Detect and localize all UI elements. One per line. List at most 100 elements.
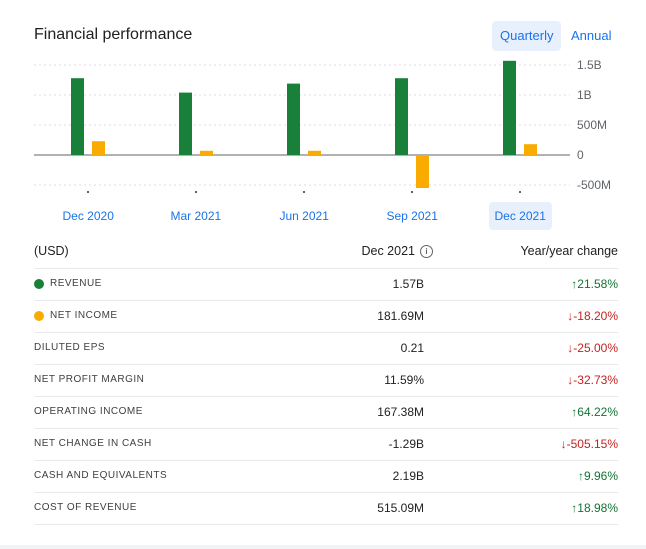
yoy-change: ↓-505.15% <box>561 428 618 460</box>
table-row: CASH AND EQUIVALENTS 2.19B ↑9.96% <box>34 460 618 492</box>
arrow-up-icon: ↑ <box>571 501 578 515</box>
change-value: 9.96% <box>583 469 618 483</box>
x-tick-mark <box>87 191 89 193</box>
metric-label: OPERATING INCOME <box>34 406 143 417</box>
x-tick-mark <box>411 191 413 193</box>
change-value: -505.15% <box>566 437 618 451</box>
metric-value: 1.57B <box>392 277 424 291</box>
tab-quarterly[interactable]: Quarterly <box>492 21 562 51</box>
metric-name: CASH AND EQUIVALENTS <box>34 460 167 492</box>
row-divider <box>34 396 618 397</box>
y-tick-label: 1B <box>577 88 592 102</box>
row-divider <box>34 492 618 493</box>
card-title: Financial performance <box>34 26 193 43</box>
change-value: -25.00% <box>573 341 618 355</box>
change-value: 21.58% <box>577 277 618 291</box>
table-header: (USD) Dec 2021 i Year/year change <box>34 240 618 266</box>
metric-label: DILUTED EPS <box>34 342 106 353</box>
metric-label: NET INCOME <box>50 310 118 321</box>
metric-value: 181.69M <box>377 309 424 323</box>
row-divider <box>34 460 618 461</box>
metric-name: REVENUE <box>34 268 102 300</box>
table-row: REVENUE 1.57B ↑21.58% <box>34 268 618 300</box>
quarter-label[interactable]: Dec 2020 <box>62 209 114 223</box>
metric-name: NET PROFIT MARGIN <box>34 364 144 396</box>
yoy-change: ↑21.58% <box>571 268 618 300</box>
metric-name: NET INCOME <box>34 300 118 332</box>
metric-label: REVENUE <box>50 278 102 289</box>
revenue-bar-2[interactable] <box>179 92 192 155</box>
bottom-divider <box>0 545 646 549</box>
arrow-up-icon: ↑ <box>577 469 584 483</box>
yoy-change: ↑64.22% <box>571 396 618 428</box>
quarter-label[interactable]: Mar 2021 <box>170 209 222 223</box>
legend-dot-icon <box>34 311 44 321</box>
quarter-label[interactable]: Sep 2021 <box>386 209 438 223</box>
metric-value: 2.19B <box>392 469 424 483</box>
arrow-down-icon: ↓ <box>567 309 574 323</box>
change-header: Year/year change <box>520 244 618 258</box>
table-row: NET PROFIT MARGIN 11.59% ↓-32.73% <box>34 364 618 396</box>
table-row: NET INCOME 181.69M ↓-18.20% <box>34 300 618 332</box>
arrow-up-icon: ↑ <box>571 405 578 419</box>
table-row: COST OF REVENUE 515.09M ↑18.98% <box>34 492 618 524</box>
quarter-label[interactable]: Dec 2021 <box>488 202 552 230</box>
net-income-bar-3[interactable] <box>308 150 321 155</box>
row-divider <box>34 428 618 429</box>
tab-annual[interactable]: Annual <box>571 28 612 43</box>
metric-name: DILUTED EPS <box>34 332 105 364</box>
net-income-bar-4[interactable] <box>416 155 429 188</box>
yoy-change: ↓-25.00% <box>567 332 618 364</box>
arrow-down-icon: ↓ <box>567 373 574 387</box>
legend-dot-icon <box>34 279 44 289</box>
revenue-bar-1[interactable] <box>71 78 84 155</box>
y-tick-label: 0 <box>577 148 584 162</box>
y-tick-label: 500M <box>577 118 607 132</box>
x-tick-mark <box>303 191 305 193</box>
table-row: NET CHANGE IN CASH -1.29B ↓-505.15% <box>34 428 618 460</box>
revenue-bar-3[interactable] <box>287 83 300 155</box>
revenue-bar-5[interactable] <box>503 60 516 155</box>
quarter-label[interactable]: Jun 2021 <box>279 209 329 223</box>
currency-label: (USD) <box>34 244 69 258</box>
net-income-bar-2[interactable] <box>200 150 213 155</box>
arrow-down-icon: ↓ <box>567 341 574 355</box>
y-tick-label: -500M <box>577 178 611 192</box>
table-row: DILUTED EPS 0.21 ↓-25.00% <box>34 332 618 364</box>
change-value: 64.22% <box>577 405 618 419</box>
x-tick-mark <box>519 191 521 193</box>
yoy-change: ↑18.98% <box>571 492 618 524</box>
y-tick-label: 1.5B <box>577 58 602 72</box>
yoy-change: ↓-32.73% <box>567 364 618 396</box>
metric-value: -1.29B <box>388 437 424 451</box>
revenue-bar-4[interactable] <box>395 78 408 155</box>
change-value: 18.98% <box>577 501 618 515</box>
yoy-change: ↓-18.20% <box>567 300 618 332</box>
metric-name: OPERATING INCOME <box>34 396 143 428</box>
yoy-change: ↑9.96% <box>578 460 618 492</box>
row-divider <box>34 300 618 301</box>
metric-label: COST OF REVENUE <box>34 502 137 513</box>
arrow-up-icon: ↑ <box>571 277 578 291</box>
info-icon[interactable]: i <box>420 244 433 258</box>
metric-value: 0.21 <box>400 341 424 355</box>
metric-label: CASH AND EQUIVALENTS <box>34 470 168 481</box>
row-divider <box>34 332 618 333</box>
metric-value: 167.38M <box>377 405 424 419</box>
row-divider <box>34 364 618 365</box>
financial-bar-chart: 1.5B 1B 500M 0 -500M <box>34 58 611 193</box>
arrow-down-icon: ↓ <box>560 437 567 451</box>
row-divider <box>34 268 618 269</box>
period-header: Dec 2021 i <box>361 244 433 258</box>
metric-name: NET CHANGE IN CASH <box>34 428 152 460</box>
metric-label: NET CHANGE IN CASH <box>34 438 152 449</box>
metric-name: COST OF REVENUE <box>34 492 137 524</box>
net-income-bar-1[interactable] <box>92 141 105 155</box>
metric-value: 515.09M <box>377 501 424 515</box>
x-tick-mark <box>195 191 197 193</box>
change-value: -18.20% <box>573 309 618 323</box>
change-value: -32.73% <box>573 373 618 387</box>
net-income-bar-5[interactable] <box>524 144 537 155</box>
table-row: OPERATING INCOME 167.38M ↑64.22% <box>34 396 618 428</box>
